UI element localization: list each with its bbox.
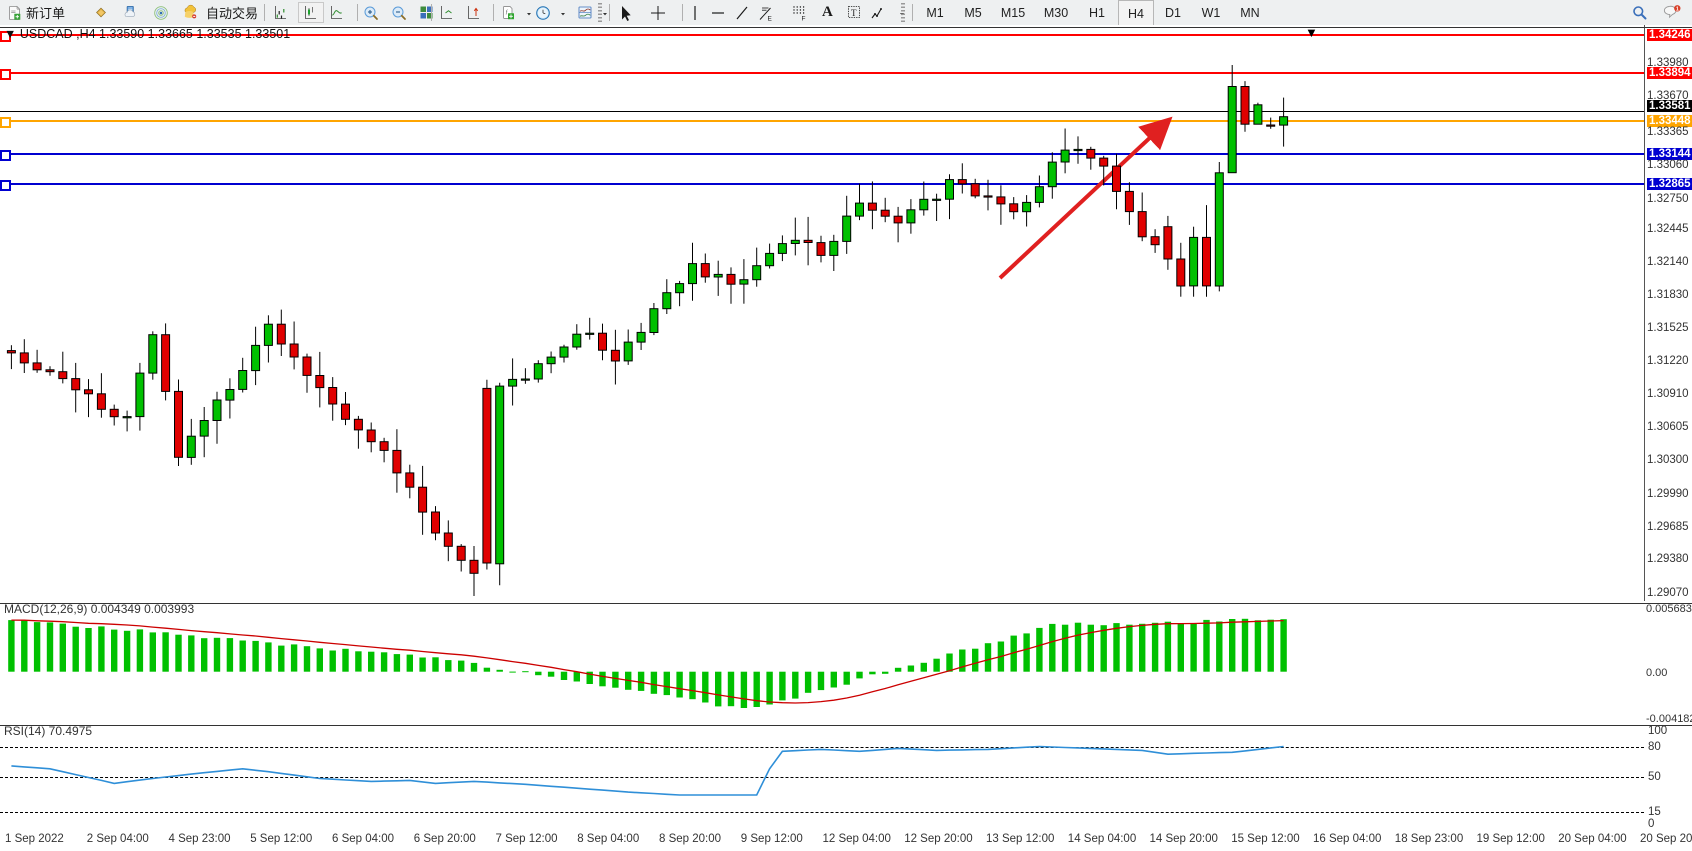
svg-text:1: 1 — [1676, 6, 1679, 12]
svg-text:E: E — [768, 15, 773, 22]
svg-text:F: F — [802, 15, 806, 22]
svg-text:T: T — [851, 8, 857, 18]
